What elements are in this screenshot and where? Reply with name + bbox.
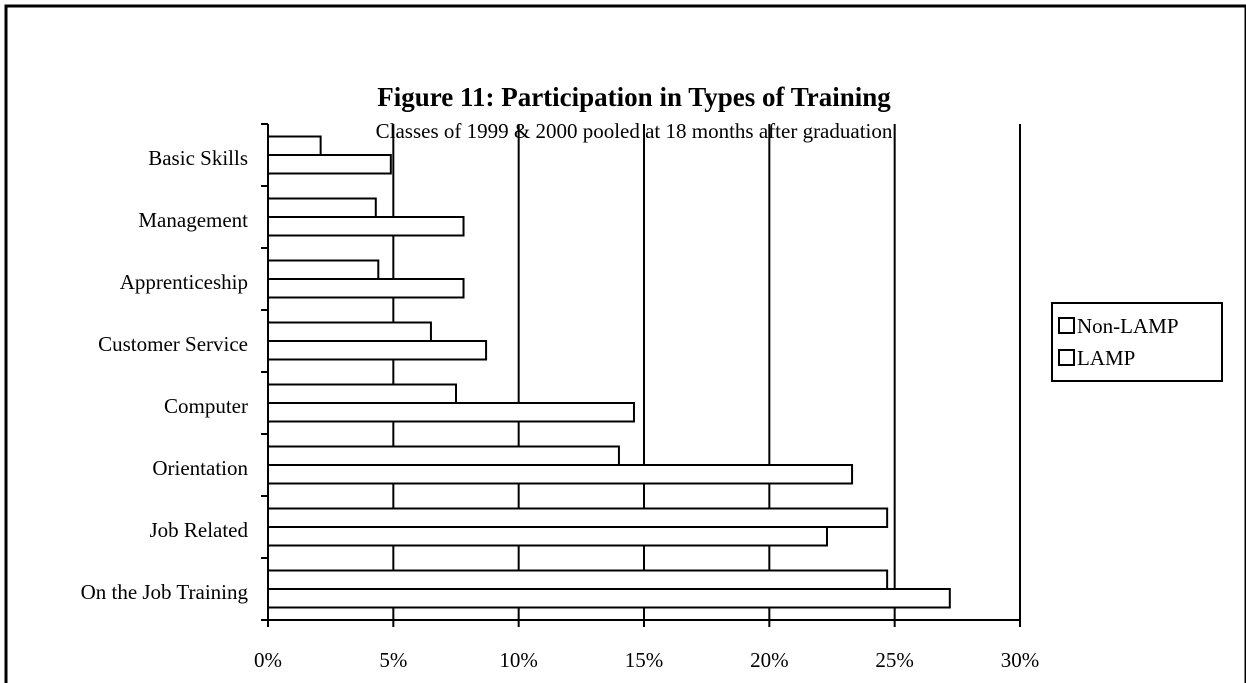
- bar: [267, 402, 635, 423]
- bar: [267, 526, 828, 547]
- legend-label: Non-LAMP: [1077, 314, 1179, 338]
- legend-label: LAMP: [1077, 346, 1135, 370]
- bar: [267, 569, 889, 590]
- x-tick-label: 25%: [875, 648, 914, 672]
- y-tick-label: Apprenticeship: [120, 270, 248, 294]
- x-tick-label: 15%: [625, 648, 664, 672]
- x-tick-label: 5%: [379, 648, 407, 672]
- bar: [267, 588, 951, 609]
- bar: [267, 278, 465, 299]
- bar: [267, 259, 380, 280]
- bar: [267, 197, 377, 218]
- bar: [267, 383, 457, 404]
- bar: [267, 321, 432, 342]
- legend-box: [1051, 302, 1223, 382]
- bar: [267, 154, 392, 175]
- y-tick-label: Computer: [164, 394, 248, 418]
- chart-subtitle: Classes of 1999 & 2000 pooled at 18 mont…: [376, 119, 893, 143]
- y-tick-label: Customer Service: [98, 332, 248, 356]
- y-tick-label: Orientation: [152, 456, 248, 480]
- bar: [267, 445, 620, 466]
- legend-swatch: [1058, 349, 1075, 366]
- bar: [267, 464, 854, 485]
- bar: [267, 507, 889, 528]
- bar: [267, 340, 488, 361]
- y-tick-label: Management: [138, 208, 248, 232]
- x-tick-label: 0%: [254, 648, 282, 672]
- chart-title: Figure 11: Participation in Types of Tra…: [377, 82, 891, 112]
- chart-frame: [4, 4, 1246, 683]
- y-tick-label: On the Job Training: [81, 580, 249, 604]
- x-tick-label: 30%: [1001, 648, 1040, 672]
- bar: [267, 216, 465, 237]
- bar: [267, 135, 322, 156]
- x-tick-label: 20%: [750, 648, 789, 672]
- y-tick-label: Job Related: [149, 518, 248, 542]
- x-tick-label: 10%: [499, 648, 538, 672]
- y-tick-label: Basic Skills: [148, 146, 248, 170]
- legend-swatch: [1058, 317, 1075, 334]
